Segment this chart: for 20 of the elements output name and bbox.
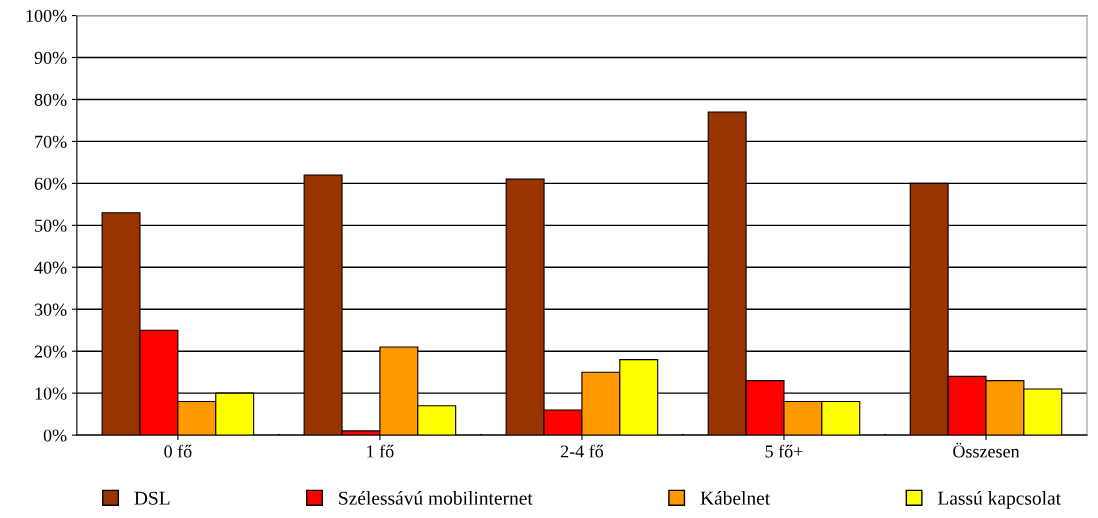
x-tick-label: 0 fő <box>164 444 192 458</box>
y-tick-label: 30% <box>34 303 67 316</box>
x-tick-label: 2-4 fő <box>560 444 604 458</box>
y-tick-label: 10% <box>35 387 67 400</box>
x-tick-label: Összesen <box>953 442 1020 458</box>
legend-label: Kábelnet <box>700 491 771 505</box>
y-tick-label: 0% <box>43 429 67 442</box>
y-tick-label: 80% <box>34 93 67 106</box>
x-tick-label: 5 fő+ <box>765 444 803 458</box>
y-tick-label: 60% <box>34 177 67 190</box>
legend-label: Szélessávú mobilinternet <box>339 491 533 505</box>
legend-label: Lassú kapcsolat <box>937 491 1061 509</box>
y-tick-label: 90% <box>34 51 67 64</box>
y-tick-label: 100% <box>26 9 67 23</box>
y-tick-label: 70% <box>35 135 67 148</box>
y-tick-label: 40% <box>34 261 67 274</box>
y-tick-label: 50% <box>35 219 67 232</box>
x-tick-label: 1 fő <box>367 444 394 458</box>
y-tick-label: 20% <box>34 345 67 358</box>
legend-label: DSL <box>134 491 170 505</box>
